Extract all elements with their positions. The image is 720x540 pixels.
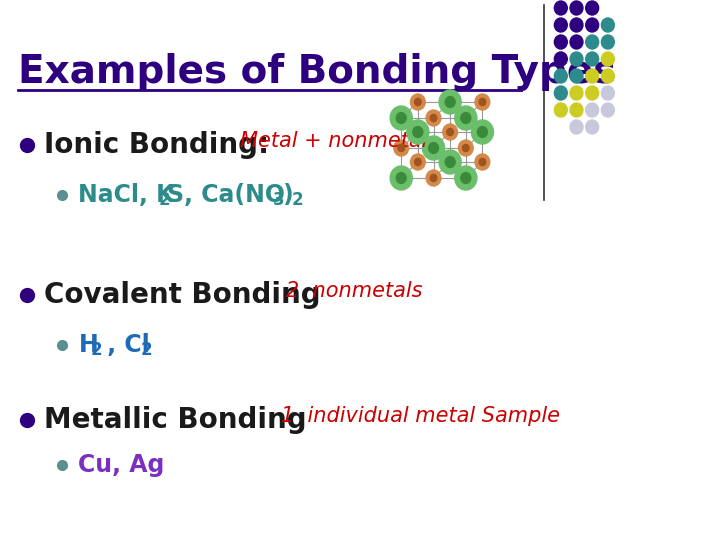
Circle shape — [554, 86, 567, 100]
Circle shape — [462, 144, 469, 152]
Text: H: H — [78, 333, 98, 357]
Circle shape — [554, 69, 567, 83]
Circle shape — [415, 158, 421, 166]
Circle shape — [477, 126, 487, 137]
Circle shape — [439, 150, 462, 174]
Circle shape — [390, 166, 413, 190]
Circle shape — [586, 86, 598, 100]
Circle shape — [410, 154, 426, 170]
Circle shape — [586, 69, 598, 83]
Text: S, Ca(NO: S, Ca(NO — [167, 183, 285, 207]
Text: Cu, Ag: Cu, Ag — [78, 453, 165, 477]
Circle shape — [410, 94, 426, 110]
Circle shape — [479, 98, 486, 106]
Circle shape — [407, 120, 429, 144]
Circle shape — [570, 103, 583, 117]
Circle shape — [554, 35, 567, 49]
Circle shape — [428, 143, 438, 153]
Text: 2: 2 — [91, 341, 102, 359]
Text: 2: 2 — [140, 341, 152, 359]
Circle shape — [570, 1, 583, 15]
Circle shape — [455, 166, 477, 190]
Circle shape — [601, 18, 614, 32]
Circle shape — [554, 1, 567, 15]
Circle shape — [445, 97, 455, 107]
Text: NaCl, K: NaCl, K — [78, 183, 175, 207]
Circle shape — [390, 106, 413, 130]
Circle shape — [554, 103, 567, 117]
Circle shape — [601, 35, 614, 49]
Circle shape — [586, 52, 598, 66]
Circle shape — [479, 158, 486, 166]
Circle shape — [570, 35, 583, 49]
Circle shape — [394, 140, 409, 156]
Text: Metallic Bonding: Metallic Bonding — [44, 406, 307, 434]
Circle shape — [455, 106, 477, 130]
Circle shape — [570, 69, 583, 83]
Circle shape — [601, 103, 614, 117]
Circle shape — [601, 52, 614, 66]
Circle shape — [554, 52, 567, 66]
Circle shape — [475, 94, 490, 110]
Circle shape — [447, 129, 454, 136]
Text: 2: 2 — [292, 191, 303, 209]
Text: 2  nonmetals: 2 nonmetals — [286, 281, 423, 301]
Circle shape — [601, 86, 614, 100]
Circle shape — [396, 113, 406, 124]
Text: 1  individual metal Sample: 1 individual metal Sample — [282, 406, 560, 426]
Circle shape — [396, 173, 406, 184]
Circle shape — [472, 120, 493, 144]
Circle shape — [570, 18, 583, 32]
Text: 2: 2 — [158, 191, 170, 209]
Circle shape — [445, 157, 455, 167]
Circle shape — [423, 136, 444, 160]
Circle shape — [586, 1, 598, 15]
Circle shape — [570, 52, 583, 66]
Circle shape — [586, 103, 598, 117]
Circle shape — [426, 170, 441, 186]
Circle shape — [570, 120, 583, 134]
Circle shape — [586, 18, 598, 32]
Circle shape — [586, 120, 598, 134]
Circle shape — [431, 174, 437, 181]
Circle shape — [431, 114, 437, 122]
Circle shape — [586, 35, 598, 49]
Circle shape — [601, 69, 614, 83]
Circle shape — [461, 173, 471, 184]
Circle shape — [459, 140, 473, 156]
Circle shape — [398, 144, 405, 152]
Circle shape — [439, 90, 462, 114]
Text: Metal + nonmetal: Metal + nonmetal — [240, 131, 427, 151]
Circle shape — [413, 126, 423, 137]
Circle shape — [426, 110, 441, 126]
Text: Ionic Bonding:: Ionic Bonding: — [44, 131, 269, 159]
Circle shape — [554, 18, 567, 32]
Circle shape — [475, 154, 490, 170]
Text: Covalent Bonding: Covalent Bonding — [44, 281, 321, 309]
Text: ): ) — [282, 183, 293, 207]
Circle shape — [570, 86, 583, 100]
Text: 3: 3 — [273, 191, 284, 209]
Text: , Cl: , Cl — [99, 333, 150, 357]
Text: Examples of Bonding Types: Examples of Bonding Types — [19, 53, 617, 91]
Circle shape — [415, 98, 421, 106]
Circle shape — [461, 113, 471, 124]
Circle shape — [443, 124, 457, 140]
